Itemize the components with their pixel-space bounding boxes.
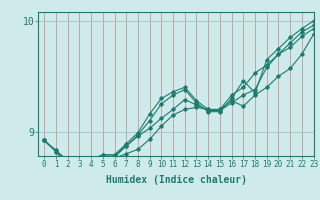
X-axis label: Humidex (Indice chaleur): Humidex (Indice chaleur) (106, 175, 246, 185)
